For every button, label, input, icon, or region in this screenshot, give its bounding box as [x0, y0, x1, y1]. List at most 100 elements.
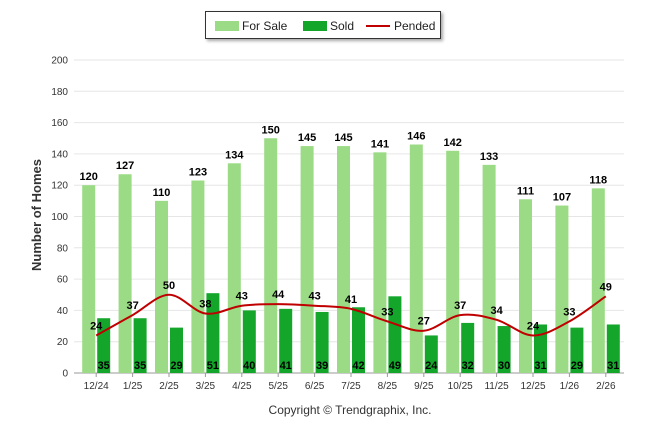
- y-tick-label: 160: [51, 118, 68, 129]
- x-tick-label: 12/24: [84, 381, 109, 392]
- label-for-sale: 107: [553, 192, 571, 204]
- label-pended: 50: [163, 280, 175, 292]
- x-tick-label: 2/25: [159, 381, 179, 392]
- label-for-sale: 146: [407, 131, 425, 143]
- label-sold: 51: [207, 360, 219, 372]
- label-pended: 33: [381, 306, 393, 318]
- legend-label-for-sale: For Sale: [242, 19, 288, 33]
- legend-label-sold: Sold: [330, 19, 355, 33]
- legend-swatch-pended: [366, 25, 390, 27]
- bar-sold: [534, 324, 547, 373]
- y-tick-label: 80: [57, 243, 69, 254]
- data-labels: 120 35 127 35 110 29 123 51 134 40 150 41 145 39 145 42…: [80, 124, 620, 372]
- y-tick-label: 100: [51, 212, 68, 223]
- x-tick-label: 4/25: [232, 381, 252, 392]
- legend-swatch-sold: [303, 21, 327, 31]
- label-sold: 39: [316, 360, 328, 372]
- label-for-sale: 123: [189, 167, 207, 179]
- label-for-sale: 150: [262, 124, 280, 136]
- label-for-sale: 145: [298, 132, 316, 144]
- x-tick-label: 5/25: [268, 381, 288, 392]
- y-axis: 0 20 40 60 80 100 120 140 160 180 200: [51, 56, 68, 380]
- label-sold: 49: [389, 360, 401, 372]
- x-tick-label: 12/25: [520, 381, 545, 392]
- x-tick-label: 7/25: [341, 381, 361, 392]
- label-for-sale: 145: [334, 132, 352, 144]
- bar-for-sale: [519, 199, 532, 373]
- bar-sold: [242, 310, 256, 373]
- bar-sold: [315, 311, 329, 373]
- x-tick-label: 1/25: [123, 381, 143, 392]
- label-for-sale: 133: [480, 151, 498, 163]
- copyright-text: Copyright © Trendgraphix, Inc.: [268, 403, 432, 417]
- label-for-sale: 118: [589, 174, 607, 186]
- y-tick-label: 60: [57, 275, 69, 286]
- label-for-sale: 142: [444, 137, 462, 149]
- bar-for-sale: [373, 152, 387, 373]
- x-tick-label: 11/25: [484, 381, 509, 392]
- label-pended: 44: [272, 289, 285, 301]
- legend: For Sale Sold Pended: [205, 11, 441, 39]
- x-tick-label: 6/25: [305, 381, 325, 392]
- bar-for-sale: [591, 188, 605, 373]
- pended-line-path: [95, 293, 607, 337]
- label-sold: 35: [134, 360, 146, 372]
- label-pended: 41: [345, 294, 357, 306]
- bar-for-sale: [555, 205, 569, 373]
- label-for-sale: 110: [153, 187, 171, 199]
- bar-for-sale: [409, 144, 423, 373]
- bar-for-sale: [482, 164, 496, 373]
- label-pended: 33: [563, 306, 575, 318]
- bar-sold: [133, 318, 147, 373]
- bar-sold: [388, 296, 402, 373]
- label-sold: 41: [280, 360, 292, 372]
- label-pended: 24: [90, 320, 103, 332]
- label-pended: 49: [600, 281, 612, 293]
- y-tick-label: 0: [62, 369, 68, 380]
- bar-for-sale: [337, 146, 350, 373]
- bar-sold: [279, 308, 293, 373]
- label-pended: 38: [199, 299, 211, 311]
- label-for-sale: 134: [225, 149, 244, 161]
- bar-for-sale: [300, 146, 314, 373]
- label-sold: 42: [352, 360, 364, 372]
- bar-sold: [570, 327, 584, 373]
- label-pended: 37: [454, 300, 466, 312]
- label-sold: 29: [170, 360, 182, 372]
- label-pended: 27: [418, 316, 430, 328]
- label-sold: 31: [534, 360, 546, 372]
- label-pended: 24: [527, 320, 540, 332]
- x-tick-label: 8/25: [378, 381, 398, 392]
- bar-for-sale: [118, 174, 132, 373]
- legend-swatch-for-sale: [215, 21, 239, 31]
- bar-sold: [352, 307, 365, 373]
- y-axis-label: Number of Homes: [29, 159, 44, 271]
- bar-for-sale: [191, 180, 205, 373]
- y-tick-label: 200: [51, 56, 68, 67]
- y-tick-label: 20: [57, 337, 69, 348]
- x-tick-label: 10/25: [448, 381, 473, 392]
- label-sold: 30: [498, 360, 510, 372]
- bar-for-sale: [82, 185, 96, 373]
- label-for-sale: 127: [116, 160, 134, 172]
- label-sold: 31: [607, 360, 619, 372]
- y-tick-label: 140: [51, 149, 68, 160]
- label-sold: 24: [425, 360, 438, 372]
- bar-sold: [606, 324, 620, 373]
- x-tick-label: 2/26: [596, 381, 616, 392]
- pended-line: [95, 293, 607, 337]
- label-pended: 43: [236, 291, 248, 303]
- label-pended: 37: [126, 300, 138, 312]
- label-sold: 32: [462, 360, 474, 372]
- label-sold: 40: [243, 360, 255, 372]
- y-tick-label: 40: [57, 306, 69, 317]
- bars: [82, 138, 620, 373]
- bar-for-sale: [446, 150, 460, 373]
- bar-sold: [170, 327, 183, 373]
- bar-sold: [97, 318, 111, 373]
- x-tick-label: 9/25: [414, 381, 434, 392]
- label-for-sale: 120: [80, 171, 98, 183]
- label-for-sale: 111: [517, 185, 534, 197]
- legend-label-pended: Pended: [394, 19, 436, 33]
